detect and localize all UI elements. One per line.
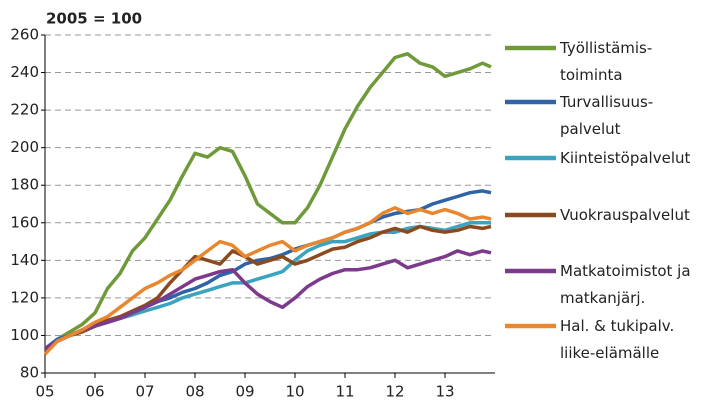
legend-label-line: Matkatoimistot ja	[560, 262, 691, 280]
legend-label-line: liike-elämälle	[560, 344, 659, 362]
legend-label-line: Työllistämis-	[559, 39, 652, 57]
legend-label: Matkatoimistot ja matkanjärj.	[560, 262, 691, 307]
y-tick-label: 80	[20, 364, 39, 382]
x-tick-label: 09	[235, 383, 254, 401]
y-tick-label: 220	[10, 101, 39, 119]
series-line	[43, 221, 491, 352]
series-line	[43, 206, 492, 356]
y-tick-label: 160	[10, 213, 39, 231]
y-tick-label: 180	[10, 176, 39, 194]
legend-label-line: Vuokrauspalvelut	[560, 206, 690, 224]
series-line	[44, 249, 492, 351]
legend-label-line: palvelut	[560, 120, 621, 138]
x-tick-label: 07	[135, 383, 154, 401]
legend-label: Kiinteistöpalvelut	[560, 149, 690, 167]
legend-label-line: Kiinteistöpalvelut	[560, 149, 690, 167]
x-tick-label: 08	[185, 383, 204, 401]
legend-label: Vuokrauspalvelut	[560, 206, 690, 224]
y-tick-label: 240	[10, 63, 39, 81]
x-tick-label: 11	[335, 383, 354, 401]
legend-label-line: Hal. & tukipalv.	[560, 317, 674, 335]
chart-title: 2005 = 100	[46, 10, 142, 28]
y-tick-label: 200	[10, 138, 39, 156]
legend-label-line: toiminta	[560, 66, 623, 84]
legend-label: Turvallisuus-palvelut	[559, 93, 653, 138]
x-tick-label: 06	[85, 383, 104, 401]
legend-label-line: matkanjärj.	[560, 289, 645, 307]
legend-label: Hal. & tukipalv. liike-elämälle	[560, 317, 674, 362]
series-line	[43, 189, 492, 350]
legend-label: Työllistämis-toiminta	[559, 39, 652, 84]
x-tick-label: 13	[435, 383, 454, 401]
y-tick-label: 120	[10, 288, 39, 306]
y-tick-label: 140	[10, 251, 39, 269]
y-tick-label: 260	[10, 26, 39, 44]
x-tick-label: 10	[285, 383, 304, 401]
legend-label-line: Turvallisuus-	[559, 93, 653, 111]
series-line	[43, 52, 492, 352]
x-tick-label: 12	[385, 383, 404, 401]
x-tick-label: 05	[35, 383, 54, 401]
y-tick-label: 100	[10, 326, 39, 344]
